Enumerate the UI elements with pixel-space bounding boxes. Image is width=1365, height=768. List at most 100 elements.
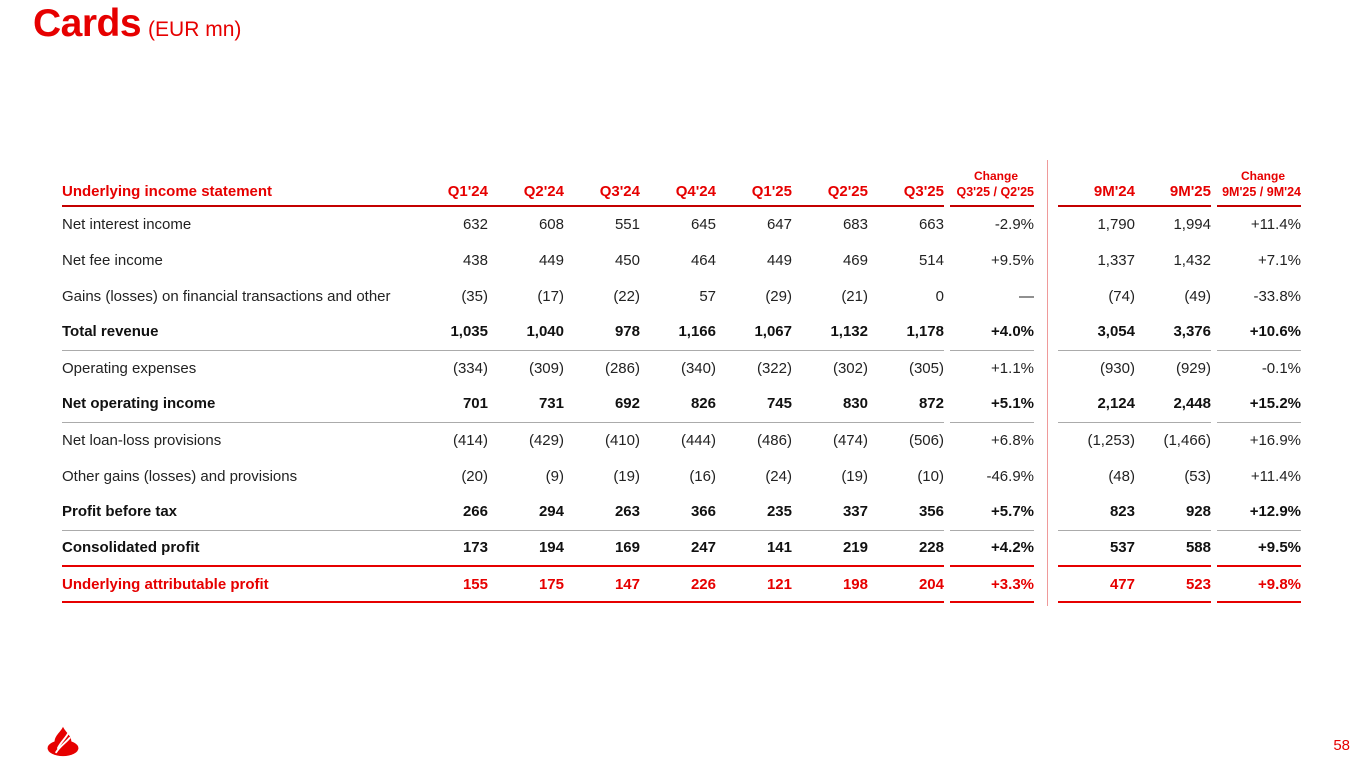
table-row: Net fee income 438 449 450 464 449 469 514 +9.5%… — [62, 242, 1301, 278]
quarter-value: 235 — [716, 494, 792, 531]
column-gap — [1034, 530, 1058, 566]
quarter-value: (305) — [908, 359, 944, 377]
row-label: Profit before tax — [62, 494, 412, 531]
table-row: Operating expenses (334) (309) (286) (340) (3… — [62, 350, 1301, 386]
row-label: Gains (losses) on financial transactions… — [62, 287, 391, 305]
quarter-value: 155 — [412, 566, 488, 603]
quarter-value: (35) — [461, 287, 488, 305]
quarter-value: 663 — [918, 216, 944, 233]
quarter-value: (16) — [689, 467, 716, 485]
quarter-value: 204 — [868, 566, 944, 603]
period-9m24-value: 1,337 — [1097, 251, 1135, 269]
quarter-value: 731 — [488, 386, 564, 423]
change-period-value: +9.5% — [1217, 530, 1301, 567]
quarter-value: 1,178 — [868, 314, 944, 351]
table-row: Other gains (losses) and provisions (20) (… — [62, 458, 1301, 494]
period-9m25-value: 2,448 — [1135, 386, 1211, 423]
quarter-value: 632 — [462, 216, 488, 233]
quarter-value: (506) — [908, 431, 944, 449]
period-9m24-value: 3,054 — [1058, 314, 1135, 351]
page-title: Cards (EUR mn) — [33, 2, 241, 47]
change-period-value: +7.1% — [1258, 251, 1301, 269]
quarter-value: 228 — [868, 530, 944, 567]
quarter-value: 219 — [792, 530, 868, 567]
quarter-value: (21) — [841, 287, 868, 305]
change-quarter-value: +1.1% — [991, 359, 1034, 377]
column-gap — [1034, 242, 1058, 278]
period-9m24-value: (930) — [1099, 359, 1135, 377]
quarter-value: 1,035 — [412, 314, 488, 351]
table-row: Gains (losses) on financial transactions… — [62, 278, 1301, 314]
column-header-change-quarter: Change Q3'25 / Q2'25 — [950, 160, 1034, 207]
quarter-value: (340) — [680, 359, 716, 377]
column-header-label: Underlying income statement — [62, 160, 412, 207]
row-label: Net operating income — [62, 386, 412, 423]
quarter-value: 745 — [716, 386, 792, 423]
period-9m24-value: 2,124 — [1058, 386, 1135, 423]
change-quarter-value: +3.3% — [950, 566, 1034, 603]
change-period-title: Change — [1240, 169, 1285, 184]
period-9m24-value: 1,790 — [1097, 216, 1135, 233]
change-quarter-title: Change — [973, 169, 1018, 184]
quarter-value: (429) — [528, 431, 564, 449]
quarter-value: 194 — [488, 530, 564, 567]
table-row: Underlying attributable profit 155 175 147 2… — [62, 566, 1301, 603]
period-9m25-value: 588 — [1135, 530, 1211, 567]
quarter-value: 1,040 — [488, 314, 564, 351]
quarter-value: 198 — [792, 566, 868, 603]
quarter-value: 121 — [716, 566, 792, 603]
table-row: Consolidated profit 173 194 169 247 141 219 228… — [62, 530, 1301, 567]
period-9m25-value: (53) — [1184, 467, 1211, 485]
row-label: Net fee income — [62, 251, 163, 269]
quarter-value: (414) — [452, 431, 488, 449]
quarter-value: 449 — [538, 251, 564, 269]
quarter-value: 226 — [640, 566, 716, 603]
quarter-value: 872 — [868, 386, 944, 423]
quarter-value: 263 — [564, 494, 640, 531]
column-gap — [1034, 278, 1058, 314]
change-period-value: -33.8% — [1253, 287, 1301, 305]
change-period-value: +10.6% — [1217, 314, 1301, 351]
column-header-q2-24: Q2'24 — [488, 160, 564, 207]
title-unit: (EUR mn) — [148, 18, 242, 41]
row-label: Consolidated profit — [62, 530, 412, 567]
change-period-value: +9.8% — [1217, 566, 1301, 603]
row-label: Other gains (losses) and provisions — [62, 467, 298, 485]
quarter-value: 169 — [564, 530, 640, 567]
quarter-value: (444) — [680, 431, 716, 449]
column-header-q3-24: Q3'24 — [564, 160, 640, 207]
column-gap — [1034, 206, 1058, 242]
period-9m25-value: 523 — [1135, 566, 1211, 603]
quarter-value: 247 — [640, 530, 716, 567]
column-gap — [1034, 422, 1058, 458]
period-9m25-value: 1,994 — [1173, 216, 1211, 233]
quarter-value: 551 — [614, 216, 640, 233]
change-quarter-value: +5.1% — [950, 386, 1034, 423]
quarter-value: 141 — [716, 530, 792, 567]
table-row: Net loan-loss provisions (414) (429) (410) (… — [62, 422, 1301, 458]
slide-header: Cards (EUR mn) — [33, 2, 241, 47]
quarter-value: 57 — [699, 287, 716, 305]
column-header-q4-24: Q4'24 — [640, 160, 716, 207]
change-period-value: +15.2% — [1217, 386, 1301, 423]
table-header-row: Underlying income statement Q1'24 Q2'24 … — [62, 160, 1301, 207]
column-header-q3-25: Q3'25 — [868, 160, 944, 207]
column-gap — [1034, 494, 1058, 530]
period-9m24-value: (48) — [1108, 467, 1135, 485]
quarter-value: (22) — [613, 287, 640, 305]
change-period-value: -0.1% — [1261, 359, 1301, 377]
quarter-value: 692 — [564, 386, 640, 423]
quarter-value: 173 — [412, 530, 488, 567]
quarter-value: 469 — [842, 251, 868, 269]
underlying-income-statement: Underlying income statement Q1'24 Q2'24 … — [62, 160, 1301, 603]
table-row: Total revenue 1,035 1,040 978 1,166 1,067 1,13… — [62, 314, 1301, 351]
quarter-value: (286) — [604, 359, 640, 377]
income-statement-table: Underlying income statement Q1'24 Q2'24 … — [62, 160, 1301, 606]
table-body: Net interest income 632 608 551 645 647 683 663… — [62, 206, 1301, 603]
quarter-value: 449 — [766, 251, 792, 269]
change-quarter-value: +6.8% — [991, 431, 1034, 449]
quarter-value: 438 — [462, 251, 488, 269]
quarter-value: (334) — [452, 359, 488, 377]
table-row: Profit before tax 266 294 263 366 235 337 356 +5… — [62, 494, 1301, 531]
period-9m24-value: 537 — [1058, 530, 1135, 567]
